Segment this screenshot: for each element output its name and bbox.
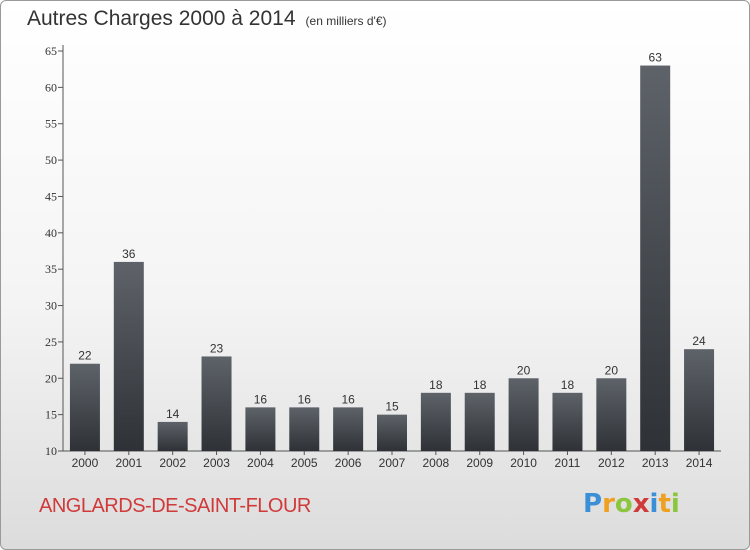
x-tick-label: 2010 [510, 456, 537, 470]
y-tick-label: 15 [45, 408, 57, 422]
x-tick-label: 2007 [379, 456, 406, 470]
logo-letter: i [649, 489, 659, 519]
chart-labels: 22 2000 36 2001 14 2002 23 2003 16 2004 16 2005 16 20… [72, 51, 713, 470]
bar [69, 363, 100, 451]
y-tick-label: 40 [45, 226, 57, 240]
y-tick-label: 45 [45, 189, 57, 203]
y-tick-label: 55 [45, 117, 57, 131]
y-tick-label: 60 [45, 80, 57, 94]
bar [377, 414, 407, 451]
bar [289, 407, 320, 451]
x-tick-label: 2009 [466, 456, 493, 470]
y-tick-label: 50 [45, 153, 57, 167]
bar-value-label: 14 [166, 407, 180, 421]
chart-title: Autres Charges 2000 à 2014 (en milliers d… [27, 7, 387, 31]
logo-letter: P [583, 489, 603, 519]
bar-value-label: 36 [122, 247, 136, 261]
y-tick-label: 25 [45, 335, 57, 349]
x-tick-label: 2004 [247, 456, 274, 470]
bar-value-label: 16 [254, 392, 268, 406]
bar-value-label: 16 [341, 392, 355, 406]
x-tick-label: 2012 [598, 456, 625, 470]
bar [157, 421, 188, 451]
x-tick-label: 2006 [335, 456, 362, 470]
bar [201, 356, 232, 451]
bar [245, 407, 276, 451]
bar [420, 392, 451, 451]
logo-letter: t [658, 489, 671, 519]
x-tick-label: 2014 [686, 456, 713, 470]
logo-letter: o [614, 489, 633, 519]
chart-subtitle: (en milliers d'€) [305, 14, 387, 28]
x-tick-label: 2005 [291, 456, 318, 470]
bar-value-label: 23 [210, 341, 224, 355]
bar-value-label: 24 [692, 334, 706, 348]
bar [640, 65, 671, 451]
x-tick-label: 2003 [203, 456, 230, 470]
x-tick-label: 2001 [115, 456, 142, 470]
x-tick-label: 2011 [555, 456, 581, 470]
title-text: Autres Charges 2000 à 2014 [27, 7, 296, 30]
x-tick-label: 2002 [159, 456, 186, 470]
x-tick-label: 2008 [423, 456, 450, 470]
bar-value-label: 20 [517, 363, 531, 377]
logo-letter: r [602, 489, 615, 519]
y-tick-label: 35 [45, 262, 57, 276]
x-tick-label: 2013 [642, 456, 669, 470]
logo-letter: x [632, 489, 650, 519]
bar [508, 378, 539, 451]
y-tick-label: 65 [45, 44, 57, 58]
chart-bars [69, 65, 715, 451]
bar-value-label: 20 [605, 363, 619, 377]
bar [464, 392, 495, 451]
bar-value-label: 63 [649, 51, 663, 65]
commune-name: ANGLARDS-DE-SAINT-FLOUR [39, 495, 311, 517]
bar-value-label: 22 [78, 349, 92, 363]
bar [113, 261, 144, 451]
proxiti-logo: Proxiti [583, 489, 680, 519]
bar-value-label: 18 [429, 378, 443, 392]
bar [596, 378, 627, 451]
bar-value-label: 16 [298, 392, 312, 406]
bar [684, 349, 715, 451]
bar [333, 407, 364, 451]
bar [552, 392, 583, 451]
bar-value-label: 15 [385, 400, 399, 414]
x-tick-label: 2000 [72, 456, 99, 470]
y-tick-label: 10 [45, 444, 57, 458]
bar-value-label: 18 [561, 378, 575, 392]
logo-letter: i [670, 489, 680, 519]
y-tick-label: 30 [45, 299, 57, 313]
y-tick-label: 20 [45, 371, 57, 385]
bar-value-label: 18 [473, 378, 487, 392]
